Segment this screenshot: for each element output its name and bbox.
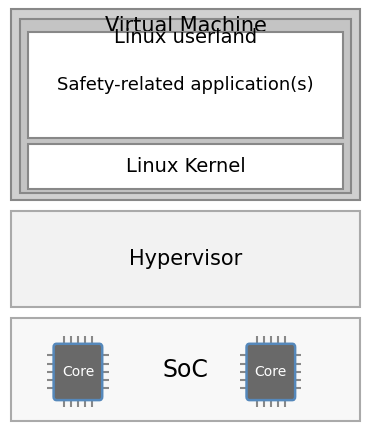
Text: Linux userland: Linux userland bbox=[114, 28, 257, 47]
FancyBboxPatch shape bbox=[11, 318, 360, 421]
FancyBboxPatch shape bbox=[53, 344, 102, 400]
FancyBboxPatch shape bbox=[28, 144, 343, 189]
Text: Core: Core bbox=[62, 365, 94, 379]
Text: Core: Core bbox=[255, 365, 287, 379]
FancyBboxPatch shape bbox=[28, 32, 343, 138]
FancyBboxPatch shape bbox=[246, 344, 295, 400]
FancyBboxPatch shape bbox=[11, 9, 360, 200]
Text: SoC: SoC bbox=[162, 358, 209, 382]
Text: Safety-related application(s): Safety-related application(s) bbox=[57, 76, 314, 94]
FancyBboxPatch shape bbox=[11, 211, 360, 307]
FancyBboxPatch shape bbox=[20, 19, 351, 194]
Text: Hypervisor: Hypervisor bbox=[129, 249, 242, 269]
Text: Virtual Machine: Virtual Machine bbox=[105, 16, 266, 37]
Text: Linux Kernel: Linux Kernel bbox=[126, 157, 245, 176]
